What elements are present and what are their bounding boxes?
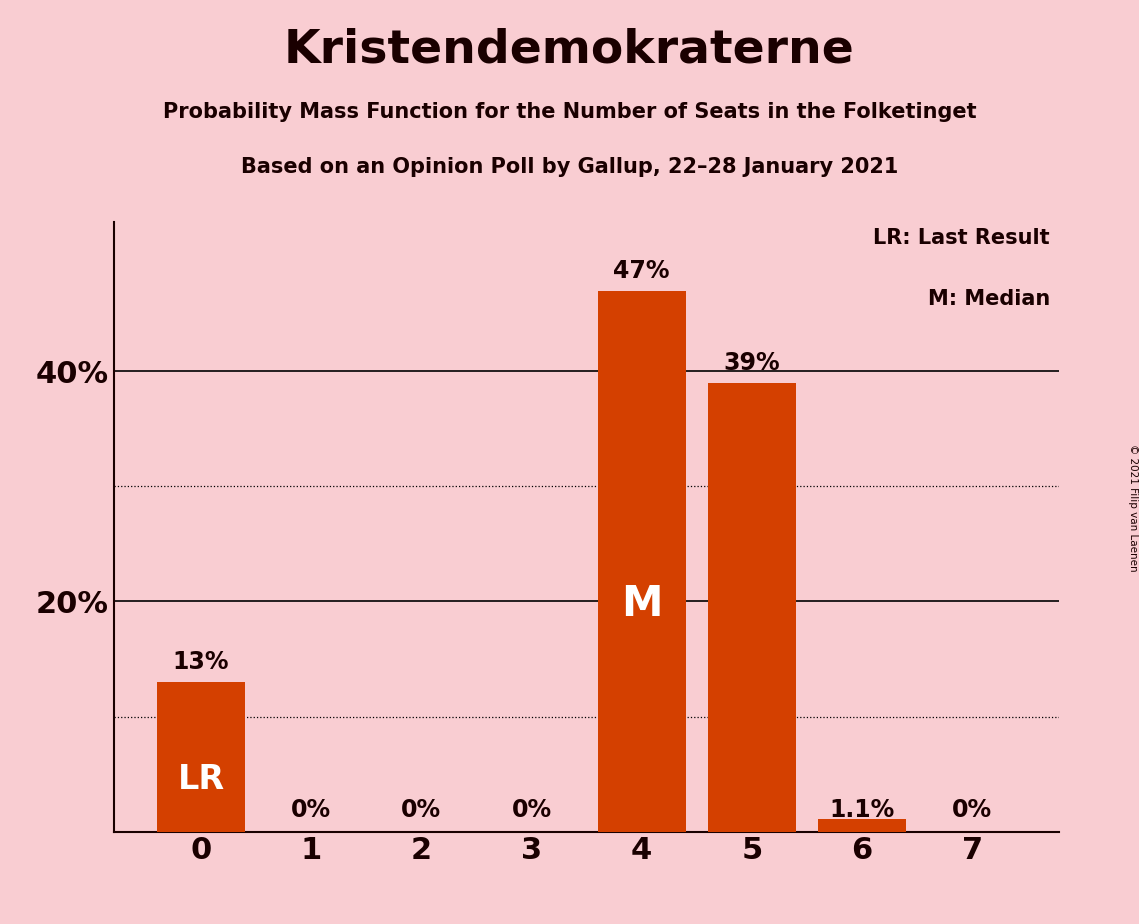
- Text: 0%: 0%: [511, 798, 551, 822]
- Bar: [707, 383, 796, 832]
- Bar: [598, 291, 686, 832]
- Text: Based on an Opinion Poll by Gallup, 22–28 January 2021: Based on an Opinion Poll by Gallup, 22–2…: [240, 157, 899, 177]
- Text: 13%: 13%: [173, 650, 229, 674]
- Text: 0%: 0%: [401, 798, 442, 822]
- Text: 1.1%: 1.1%: [829, 798, 894, 822]
- Text: 0%: 0%: [292, 798, 331, 822]
- Bar: [157, 682, 245, 832]
- Text: Probability Mass Function for the Number of Seats in the Folketinget: Probability Mass Function for the Number…: [163, 102, 976, 122]
- Text: © 2021 Filip van Laenen: © 2021 Filip van Laenen: [1129, 444, 1138, 572]
- Text: LR: Last Result: LR: Last Result: [874, 228, 1050, 248]
- Text: 39%: 39%: [723, 351, 780, 375]
- Text: Kristendemokraterne: Kristendemokraterne: [284, 28, 855, 73]
- Text: M: M: [621, 583, 663, 626]
- Text: 47%: 47%: [614, 259, 670, 283]
- Text: LR: LR: [178, 762, 224, 796]
- Bar: [818, 819, 907, 832]
- Text: M: Median: M: Median: [927, 289, 1050, 309]
- Text: 0%: 0%: [952, 798, 992, 822]
